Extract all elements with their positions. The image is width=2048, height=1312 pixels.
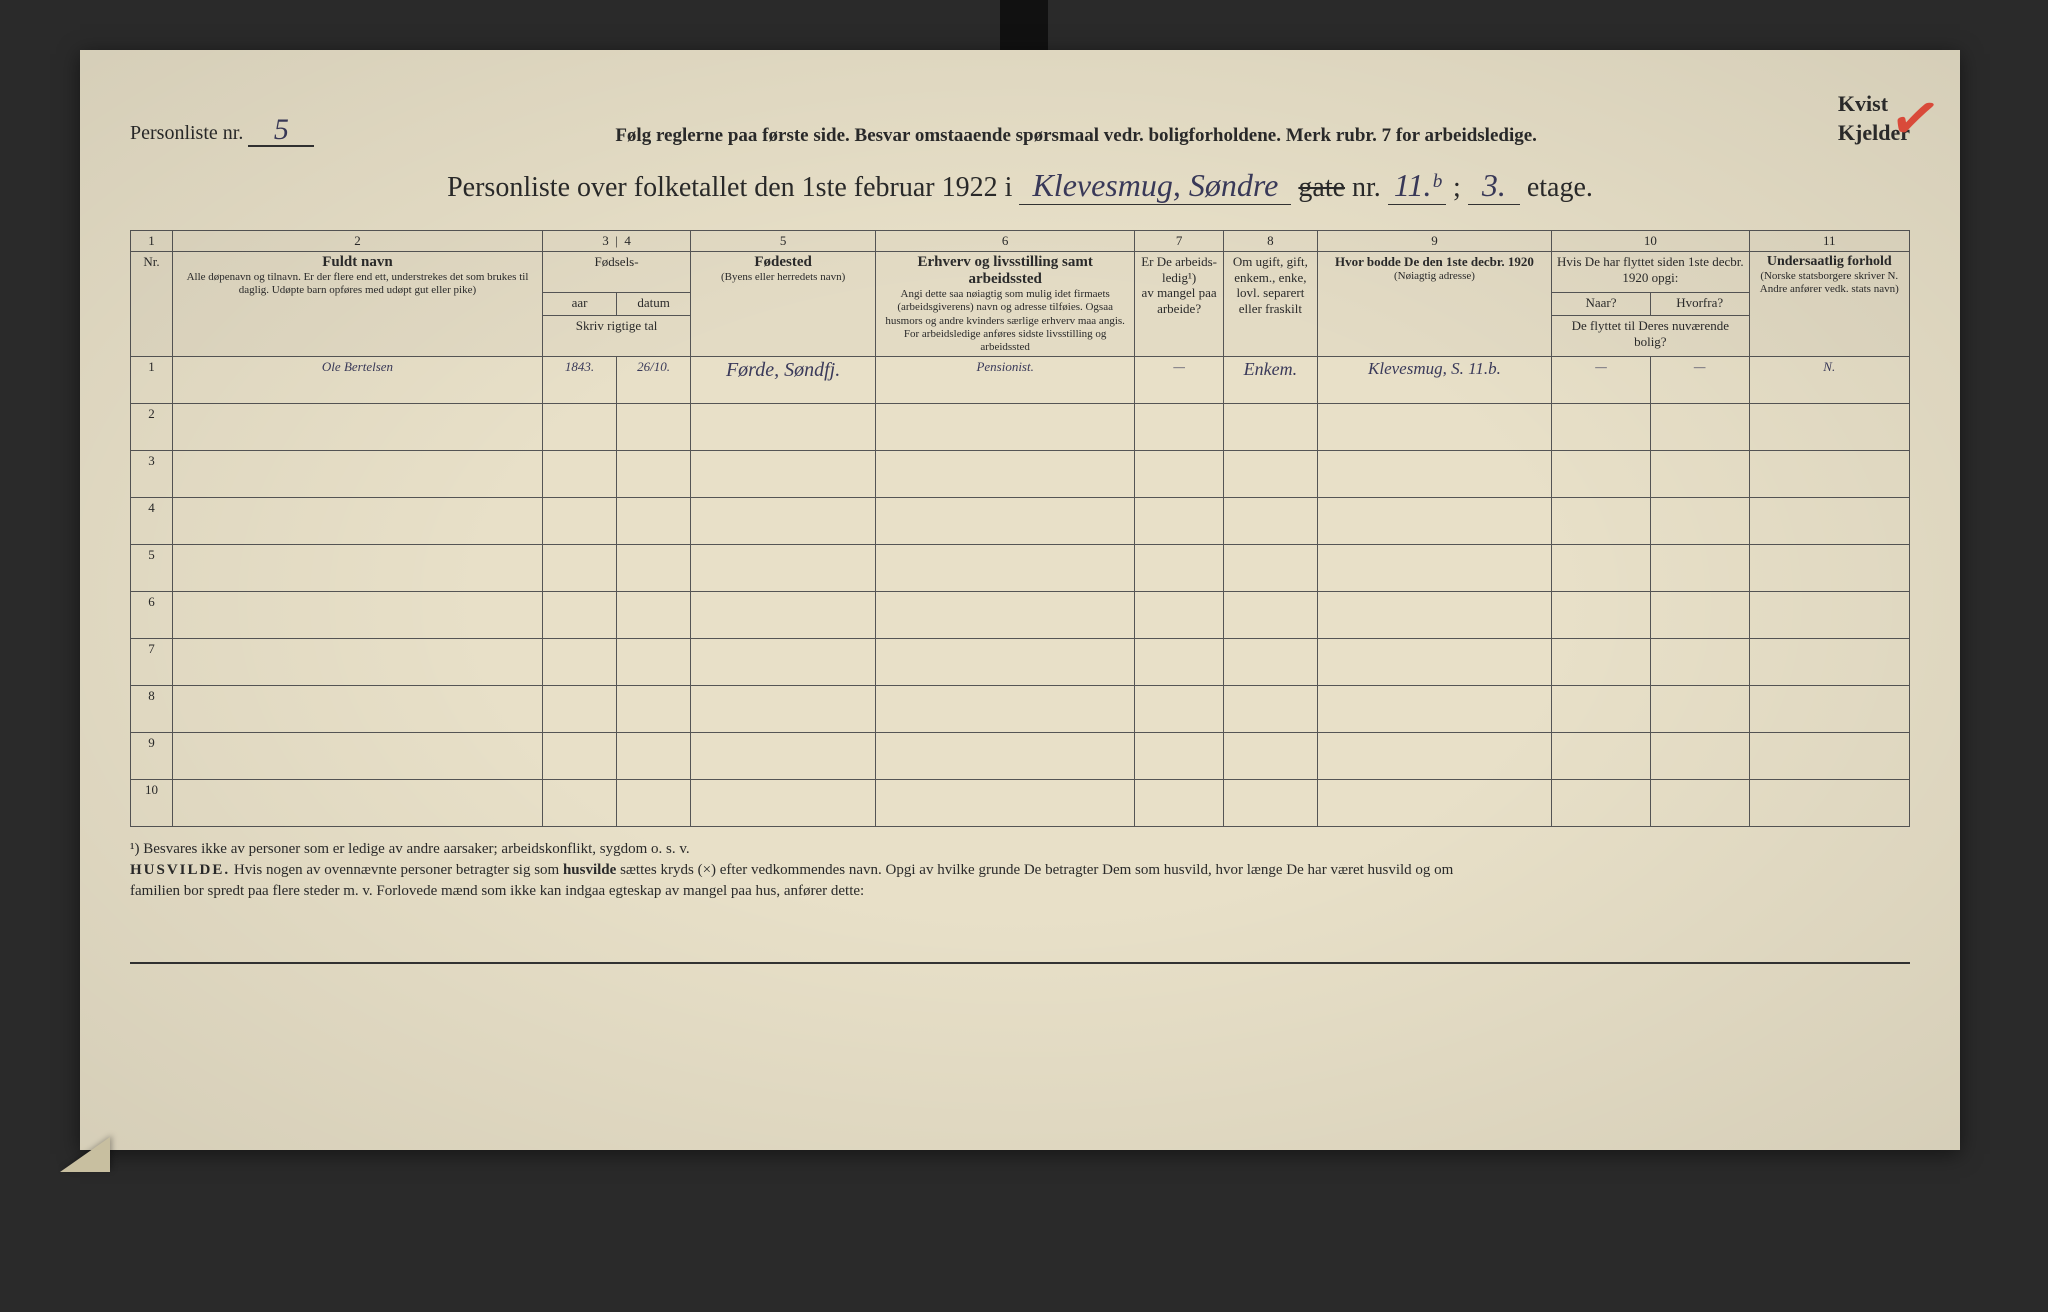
under-sub: (Norske statsborgere skriver N. Andre an… [1754, 270, 1905, 296]
personliste-nr-label: Personliste nr. [130, 122, 243, 144]
col-ledig: Er De arbeids-ledig¹) av mangel paa arbe… [1135, 252, 1224, 357]
kvist-kjelder-box: Kvist Kjelder ✓ [1838, 90, 1910, 147]
col-datum: datum [617, 293, 691, 316]
col-num-1: 1 [131, 231, 173, 252]
col-naar: Naar? [1552, 293, 1651, 316]
footnote-1: ¹) Besvares ikke av personer som er ledi… [130, 839, 1910, 860]
cell-ledig: — [1135, 357, 1224, 404]
fuldt-navn-title: Fuldt navn [177, 254, 538, 271]
gate-label-struck: gate [1298, 172, 1345, 203]
bottom-rule [130, 962, 1910, 964]
title-line: Personliste over folketallet den 1ste fe… [130, 167, 1910, 205]
street-handwritten: Klevesmug, Søndre [1019, 167, 1291, 205]
husvilde-label: HUSVILDE. [130, 862, 230, 878]
footnote-3: familien bor spredt paa flere steder m. … [130, 881, 1910, 902]
col-flyttet: Hvis De har flyttet siden 1ste decbr. 19… [1552, 252, 1749, 293]
census-form-paper: Personliste nr. 5 Følg reglerne paa førs… [80, 50, 1960, 1150]
table-row: 10 [131, 780, 1910, 827]
fodested-sub: (Byens eller herredets navn) [695, 271, 871, 284]
col-deflyttet: De flyttet til Deres nuværende bolig? [1552, 316, 1749, 357]
col-num-8: 8 [1224, 231, 1318, 252]
col-undersaat: Undersaatlig forhold (Norske statsborger… [1749, 252, 1909, 357]
col-num-7: 7 [1135, 231, 1224, 252]
col-sivil: Om ugift, gift, enkem., enke, lovl. sepa… [1224, 252, 1318, 357]
fodested-title: Fødested [695, 254, 871, 271]
col-nr: Nr. [131, 252, 173, 357]
header-row: Personliste nr. 5 Følg reglerne paa førs… [130, 90, 1910, 147]
etage-label: etage. [1527, 172, 1593, 203]
footnotes: ¹) Besvares ikke av personer som er ledi… [130, 839, 1910, 902]
nr-value: 11.ᵇ [1388, 167, 1446, 205]
erhverv-title: Erhverv og livsstilling samt arbeidssted [880, 254, 1130, 288]
cell-navn: Ole Bertelsen [172, 357, 542, 404]
row-num: 5 [131, 545, 173, 592]
footnote-2d: sættes kryds (×) efter vedkommendes navn… [620, 862, 1453, 878]
col-aar: aar [543, 293, 617, 316]
table-row: 1 Ole Bertelsen 1843. 26/10. Førde, Sønd… [131, 357, 1910, 404]
bodde-title: Hvor bodde De den 1ste decbr. 1920 [1322, 254, 1547, 270]
row-num: 9 [131, 733, 173, 780]
cell-sivil: Enkem. [1224, 357, 1318, 404]
fuldt-navn-sub: Alle døpenavn og tilnavn. Er der flere e… [177, 271, 538, 297]
cell-undersaat: N. [1749, 357, 1909, 404]
cell-aar: 1843. [543, 357, 617, 404]
ledig-title: Er De arbeids-ledig¹) [1139, 254, 1219, 285]
ledig-sub: av mangel paa arbeide? [1139, 285, 1219, 316]
col-num-10: 10 [1552, 231, 1749, 252]
table-row: 3 [131, 451, 1910, 498]
title-prefix: Personliste over folketallet den 1ste fe… [447, 172, 1012, 203]
footnote-2: HUSVILDE. Hvis nogen av ovennævnte perso… [130, 860, 1910, 881]
nr-label: nr. [1352, 172, 1381, 203]
cell-naar: — [1552, 357, 1651, 404]
table-row: 8 [131, 686, 1910, 733]
table-body: 1 Ole Bertelsen 1843. 26/10. Førde, Sønd… [131, 357, 1910, 827]
row-num: 1 [131, 357, 173, 404]
paper-dogear [60, 1137, 110, 1172]
table-header: 1 2 3 | 4 5 6 7 8 9 10 11 Nr. Fuldt navn… [131, 231, 1910, 357]
table-row: 9 [131, 733, 1910, 780]
col-hvorfra: Hvorfra? [1650, 293, 1749, 316]
cell-hvorfra: — [1650, 357, 1749, 404]
row-num: 10 [131, 780, 173, 827]
table-row: 4 [131, 498, 1910, 545]
census-table: 1 2 3 | 4 5 6 7 8 9 10 11 Nr. Fuldt navn… [130, 230, 1910, 827]
erhverv-sub: Angi dette saa nøiagtig som mulig idet f… [880, 288, 1130, 354]
col-num-11: 11 [1749, 231, 1909, 252]
footnote-2b: Hvis nogen av ovennævnte personer betrag… [234, 862, 559, 878]
bodde-sub: (Nøiagtig adresse) [1322, 270, 1547, 283]
cell-bodde: Klevesmug, S. 11.b. [1317, 357, 1551, 404]
cell-erhverv: Pensionist. [876, 357, 1135, 404]
col-fodsels: Fødsels- [543, 252, 691, 293]
col-num-2: 2 [172, 231, 542, 252]
row-num: 3 [131, 451, 173, 498]
col-num-5: 5 [691, 231, 876, 252]
personliste-nr-value: 5 [248, 115, 314, 147]
col-erhverv: Erhverv og livsstilling samt arbeidssted… [876, 252, 1135, 357]
col-fodested: Fødested (Byens eller herredets navn) [691, 252, 876, 357]
col-fuldt-navn: Fuldt navn Alle døpenavn og tilnavn. Er … [172, 252, 542, 357]
col-num-9: 9 [1317, 231, 1551, 252]
cell-fodested: Førde, Søndfj. [691, 357, 876, 404]
row-num: 4 [131, 498, 173, 545]
semicolon: ; [1453, 172, 1461, 203]
cell-datum: 26/10. [617, 357, 691, 404]
row-num: 2 [131, 404, 173, 451]
row-num: 8 [131, 686, 173, 733]
header-instructions: Følg reglerne paa første side. Besvar om… [344, 125, 1808, 147]
table-row: 5 [131, 545, 1910, 592]
col-bodde: Hvor bodde De den 1ste decbr. 1920 (Nøia… [1317, 252, 1551, 357]
table-row: 7 [131, 639, 1910, 686]
row-num: 7 [131, 639, 173, 686]
footnote-2c: husvilde [563, 862, 616, 878]
col-skriv-rigtige: Skriv rigtige tal [543, 316, 691, 357]
table-row: 2 [131, 404, 1910, 451]
table-row: 6 [131, 592, 1910, 639]
personliste-nr-field: Personliste nr. 5 [130, 115, 314, 147]
col-num-6: 6 [876, 231, 1135, 252]
col-num-34: 3 | 4 [543, 231, 691, 252]
etage-value: 3. [1468, 167, 1520, 205]
under-title: Undersaatlig forhold [1754, 254, 1905, 270]
row-num: 6 [131, 592, 173, 639]
